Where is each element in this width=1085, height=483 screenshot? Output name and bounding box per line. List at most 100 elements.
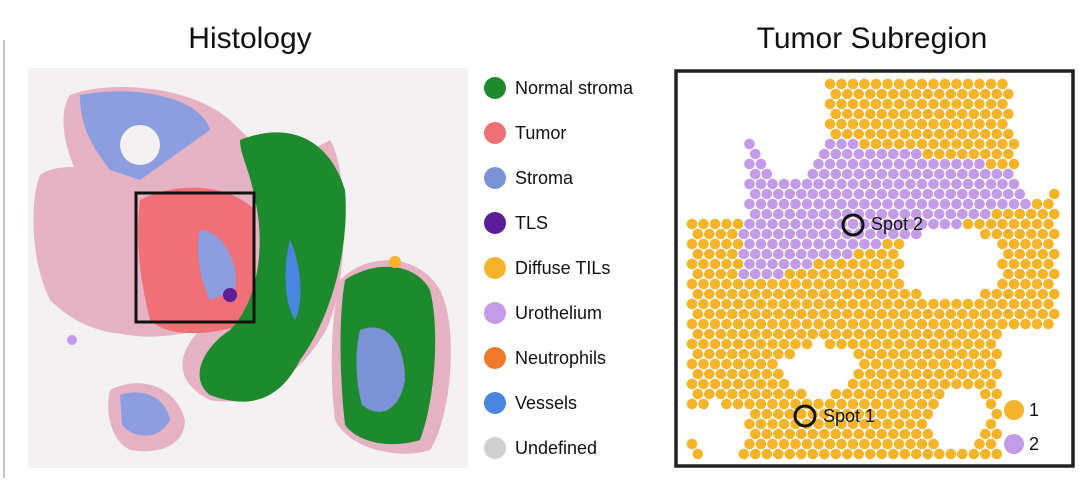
- spot-dot: [859, 398, 870, 410]
- spot-dot: [991, 308, 1003, 320]
- spot-dot: [985, 398, 997, 410]
- spot-dot: [807, 228, 819, 240]
- spot-dot: [813, 198, 824, 210]
- spot-dot: [980, 448, 991, 460]
- spot-dot: [698, 278, 709, 290]
- spot-dot: [778, 258, 790, 270]
- spot-dot: [836, 298, 847, 310]
- spot-dot: [709, 218, 721, 230]
- spot-dot: [945, 348, 957, 360]
- spot-dot: [836, 338, 847, 350]
- spot-dot: [790, 238, 801, 250]
- spot-dot: [686, 218, 698, 230]
- spot-dot: [767, 218, 778, 230]
- spot-dot: [761, 288, 773, 300]
- spot-dot: [824, 158, 836, 170]
- spot-dot: [980, 108, 991, 120]
- spot-dot: [692, 388, 704, 400]
- spot-marker: [793, 404, 817, 428]
- spot-dot: [968, 208, 980, 220]
- spot-dot: [773, 448, 784, 460]
- spot-dot: [951, 358, 962, 370]
- spot-dot: [905, 118, 916, 130]
- spot-dot: [905, 438, 916, 450]
- spot-dot: [1037, 228, 1049, 240]
- spot-dot: [899, 148, 911, 160]
- spot-dot: [985, 178, 997, 190]
- spot-dot: [957, 348, 968, 360]
- spot-dot: [790, 198, 801, 210]
- spot-dot: [755, 378, 767, 390]
- spot-dot: [939, 138, 951, 150]
- spot-dot: [813, 298, 824, 310]
- spot-dot: [847, 278, 859, 290]
- spot-dot: [755, 158, 767, 170]
- spot-dot: [819, 428, 830, 440]
- spot-dot: [824, 318, 836, 330]
- spot-dot: [905, 218, 916, 230]
- spot-dot: [882, 158, 893, 170]
- spot-dot: [698, 378, 709, 390]
- spot-dot: [836, 318, 847, 330]
- spot-dot: [830, 248, 842, 260]
- spot-dot: [980, 228, 991, 240]
- spot-dot: [922, 148, 934, 160]
- spot-dot: [813, 278, 824, 290]
- spot-dot: [899, 428, 911, 440]
- spot-dot: [876, 408, 888, 420]
- spot-dot: [888, 148, 899, 160]
- spot-dot: [830, 188, 842, 200]
- spot-dot: [974, 298, 985, 310]
- spot-dot: [916, 218, 928, 230]
- spot-dot: [1049, 208, 1060, 220]
- spot-dot: [859, 78, 870, 90]
- spot-dot: [692, 368, 704, 380]
- spot-dot: [945, 88, 957, 100]
- spot-dot: [709, 238, 721, 250]
- spot-dot: [974, 218, 985, 230]
- spot-dot: [842, 328, 853, 340]
- spot-dot: [962, 78, 974, 90]
- spot-dot: [899, 108, 911, 120]
- spot-dot: [997, 238, 1008, 250]
- spot-dot: [916, 118, 928, 130]
- spot-dot: [991, 428, 1003, 440]
- spot-dot: [997, 118, 1008, 130]
- spot-dot: [870, 238, 882, 250]
- spot-dot: [957, 368, 968, 380]
- spot-dot: [870, 318, 882, 330]
- spot-dot: [1003, 148, 1014, 160]
- spot-dot: [807, 288, 819, 300]
- legend-swatch: [484, 392, 506, 414]
- spot-dot: [853, 308, 865, 320]
- spot-dot: [888, 308, 899, 320]
- spot-dot: [1008, 318, 1020, 330]
- spot-dot: [962, 198, 974, 210]
- spot-dot: [899, 208, 911, 220]
- spot-dot: [784, 448, 796, 460]
- spot-dot: [888, 108, 899, 120]
- spot-dot: [939, 98, 951, 110]
- spot-dot: [865, 388, 876, 400]
- spot-dot: [991, 148, 1003, 160]
- spot-dot: [824, 98, 836, 110]
- spot-dot: [882, 138, 893, 150]
- spot-dot: [991, 228, 1003, 240]
- spot-dot: [836, 438, 847, 450]
- spot-dot: [934, 88, 945, 100]
- spot-dot: [939, 318, 951, 330]
- spot-dot: [876, 288, 888, 300]
- spot-dot: [865, 288, 876, 300]
- spot-dot: [796, 408, 807, 420]
- spot-dot: [1020, 218, 1031, 230]
- spot-dot: [686, 238, 698, 250]
- spot-dot: [865, 248, 876, 260]
- spot-dot: [876, 128, 888, 140]
- spot-dot: [784, 308, 796, 320]
- spot-dot: [951, 78, 962, 90]
- spot-dot: [997, 198, 1008, 210]
- spot-dot: [1003, 128, 1014, 140]
- spot-dot: [704, 388, 715, 400]
- spot-dot: [767, 198, 778, 210]
- spot-dot: [784, 328, 796, 340]
